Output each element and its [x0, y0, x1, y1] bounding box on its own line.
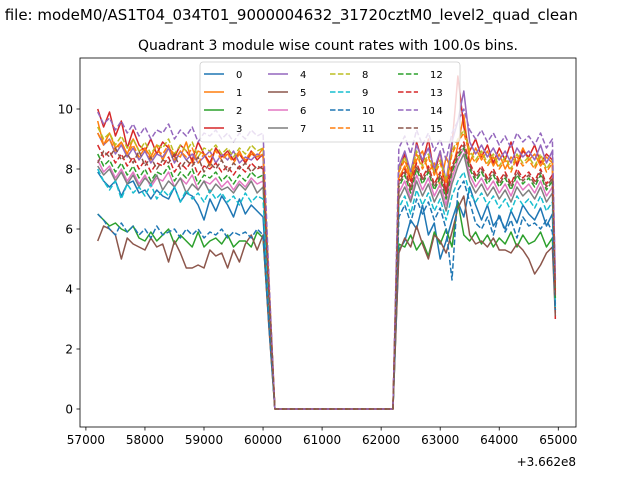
y-tick-label: 4: [65, 283, 73, 297]
y-tick-label: 8: [65, 163, 73, 177]
x-offset-label: +3.662e8: [517, 455, 576, 469]
legend-label-13: 13: [430, 88, 443, 99]
series-line-9: [97, 168, 557, 410]
series-line-10: [97, 180, 557, 410]
legend-label-12: 12: [430, 70, 443, 81]
series-layer: [96, 75, 557, 410]
series-line-0: [97, 171, 557, 410]
x-tick-label: 63000: [421, 433, 459, 447]
plot-frame: [79, 57, 577, 428]
y-tick-label: 0: [65, 403, 73, 417]
series-line-7: [97, 153, 557, 410]
y-tick-label: 10: [58, 103, 73, 117]
series-line-2: [97, 201, 557, 410]
legend-box: [199, 61, 461, 143]
x-tick-label: 58000: [126, 433, 164, 447]
x-axis: 57000 58000 59000 60000 61000 62000 63000 64000…: [67, 427, 577, 447]
legend-label-9: 9: [362, 88, 368, 99]
x-tick-label: 64000: [480, 433, 518, 447]
x-tick-label: 60000: [244, 433, 282, 447]
series-line-14: [97, 108, 557, 410]
x-tick-label: 57000: [67, 433, 105, 447]
legend-label-3: 3: [236, 124, 242, 135]
suptitle: In file: modeM0/AS1T04_034T01_9000004632…: [0, 6, 640, 24]
x-tick-label: 59000: [185, 433, 223, 447]
x-tick-label: 65000: [539, 433, 577, 447]
legend-label-5: 5: [300, 88, 306, 99]
y-tick-label: 2: [65, 343, 73, 357]
legend-label-0: 0: [236, 70, 242, 81]
suptitle-text: In file: modeM0/AS1T04_034T01_9000004632…: [0, 6, 578, 24]
series-line-5: [97, 195, 557, 410]
y-axis: 0 2 4 6 8 10: [58, 103, 80, 417]
legend-label-4: 4: [300, 70, 306, 81]
legend-label-1: 1: [236, 88, 242, 99]
legend-label-8: 8: [362, 70, 368, 81]
legend-label-14: 14: [430, 106, 443, 117]
legend-label-2: 2: [236, 106, 242, 117]
series-line-6: [97, 147, 557, 410]
x-tick-label: 61000: [303, 433, 341, 447]
legend-label-10: 10: [362, 106, 375, 117]
x-tick-label: 62000: [362, 433, 400, 447]
chart-title: Quadrant 3 module wise count rates with …: [138, 38, 518, 54]
legend-label-11: 11: [362, 124, 375, 135]
legend-label-7: 7: [300, 124, 306, 135]
legend-label-15: 15: [430, 124, 443, 135]
series-line-11: [97, 132, 557, 410]
legend-label-6: 6: [300, 106, 306, 117]
series-line-15: [97, 144, 557, 410]
y-tick-label: 6: [65, 223, 73, 237]
series-line-1: [96, 114, 557, 410]
